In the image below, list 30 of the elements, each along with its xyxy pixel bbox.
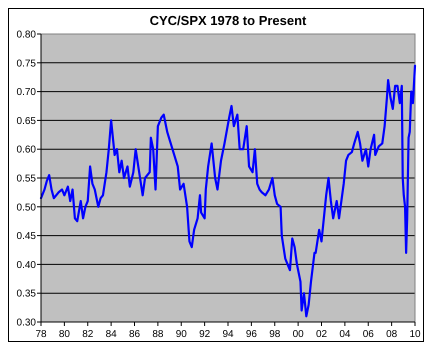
x-tick-label: 02 [316, 329, 328, 340]
x-tick-label: 96 [246, 329, 258, 340]
x-tick-label: 92 [199, 329, 211, 340]
y-tick-label: 0.30 [16, 318, 36, 328]
x-tick-label: 86 [128, 329, 140, 340]
x-tick-label: 98 [269, 329, 281, 340]
y-tick-label: 0.35 [16, 288, 36, 300]
y-tick-label: 0.65 [16, 116, 36, 127]
x-tick-label: 84 [106, 329, 118, 340]
y-tick-label: 0.75 [16, 58, 36, 70]
y-tick-label: 0.70 [16, 87, 36, 98]
y-tick-label: 0.50 [16, 202, 36, 214]
y-tick-label: 0.60 [16, 144, 36, 156]
x-tick-label: 82 [82, 329, 94, 340]
y-tick-label: 0.80 [16, 30, 36, 40]
x-tick-label: 94 [222, 329, 234, 340]
line-series [40, 64, 416, 318]
x-tick-label: 80 [58, 329, 70, 340]
x-tick-label: 10 [409, 329, 421, 340]
y-tick-label: 0.40 [16, 260, 36, 271]
x-tick-label: 08 [386, 329, 398, 340]
x-tick-label: 00 [292, 329, 304, 340]
chart-title: CYC/SPX 1978 to Present [150, 13, 308, 28]
x-tick-label: 06 [362, 329, 374, 340]
x-tick-label: 78 [35, 329, 47, 340]
x-tick-label: 88 [152, 329, 164, 340]
y-tick-label: 0.45 [16, 231, 36, 242]
x-tick-label: 90 [176, 329, 188, 340]
x-tick-label: 04 [339, 329, 351, 340]
y-tick-label: 0.55 [16, 174, 36, 184]
